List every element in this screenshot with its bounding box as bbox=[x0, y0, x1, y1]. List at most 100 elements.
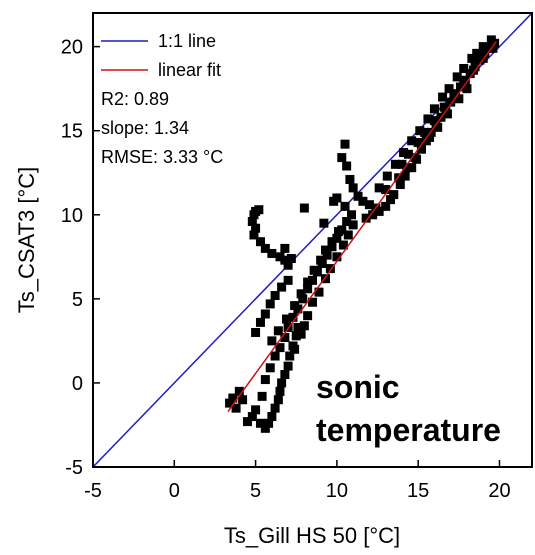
x-tick-label: -5 bbox=[84, 480, 102, 502]
data-point bbox=[334, 227, 344, 237]
data-point bbox=[251, 223, 261, 233]
data-point bbox=[281, 314, 291, 324]
data-point bbox=[364, 200, 374, 210]
x-tick-label: 10 bbox=[326, 480, 348, 502]
data-point bbox=[459, 77, 469, 87]
data-point bbox=[264, 418, 274, 428]
annotation-line-1: sonic bbox=[316, 369, 400, 405]
y-tick-label: 5 bbox=[72, 289, 83, 311]
data-point bbox=[270, 351, 280, 361]
data-point bbox=[402, 163, 412, 173]
data-point bbox=[267, 412, 277, 422]
data-point bbox=[353, 191, 363, 201]
data-point bbox=[400, 171, 410, 181]
data-point bbox=[413, 137, 423, 147]
data-point bbox=[488, 43, 498, 53]
data-point bbox=[327, 242, 337, 252]
data-point bbox=[389, 190, 399, 200]
data-point bbox=[332, 252, 342, 262]
data-point bbox=[394, 173, 404, 183]
data-point bbox=[325, 264, 335, 274]
data-point bbox=[407, 163, 417, 173]
data-point bbox=[290, 344, 300, 354]
data-point bbox=[291, 331, 301, 341]
data-point bbox=[399, 148, 409, 158]
data-point bbox=[446, 97, 456, 107]
y-tick-label: 20 bbox=[61, 37, 83, 59]
data-point bbox=[345, 174, 355, 184]
data-point bbox=[257, 391, 267, 401]
data-point bbox=[395, 180, 405, 190]
data-point bbox=[270, 290, 280, 300]
data-point bbox=[342, 161, 352, 171]
data-point bbox=[361, 213, 371, 223]
data-point bbox=[249, 230, 259, 240]
data-point bbox=[303, 311, 313, 321]
data-point bbox=[242, 417, 252, 427]
data-point bbox=[285, 351, 295, 361]
data-point bbox=[429, 104, 439, 114]
data-point bbox=[277, 282, 287, 292]
data-point bbox=[275, 252, 285, 262]
data-point bbox=[478, 42, 488, 52]
data-point bbox=[382, 171, 392, 181]
data-point bbox=[267, 336, 277, 346]
data-point bbox=[480, 48, 490, 58]
data-point bbox=[342, 217, 352, 227]
data-point bbox=[251, 405, 261, 415]
data-point bbox=[321, 245, 331, 255]
y-axis-title: Ts_CSAT3 [°C] bbox=[14, 167, 39, 314]
stats-block: R2: 0.89 slope: 1.34 RMSE: 3.33 °C bbox=[101, 89, 223, 167]
data-point bbox=[280, 255, 290, 265]
data-point bbox=[283, 275, 293, 285]
data-point bbox=[332, 233, 342, 243]
data-point bbox=[358, 196, 368, 206]
data-point bbox=[468, 65, 478, 75]
data-point bbox=[442, 109, 452, 119]
data-point bbox=[275, 386, 285, 396]
data-point bbox=[472, 48, 482, 58]
data-point bbox=[260, 243, 270, 253]
data-point bbox=[438, 92, 448, 102]
x-tick-label: 15 bbox=[407, 480, 429, 502]
data-point bbox=[234, 386, 244, 396]
plot-frame bbox=[92, 12, 533, 468]
data-point bbox=[338, 240, 348, 250]
data-point bbox=[299, 203, 309, 213]
data-point bbox=[293, 322, 303, 332]
data-point bbox=[247, 217, 257, 227]
data-point bbox=[247, 412, 257, 422]
data-point bbox=[316, 255, 326, 265]
data-point bbox=[314, 287, 324, 297]
data-point bbox=[319, 218, 329, 228]
data-point bbox=[343, 230, 353, 240]
data-point bbox=[283, 361, 293, 371]
data-point bbox=[381, 201, 391, 211]
data-point bbox=[444, 84, 454, 94]
data-point bbox=[374, 183, 384, 193]
data-point bbox=[308, 275, 317, 285]
data-point bbox=[280, 370, 290, 380]
data-point bbox=[288, 312, 298, 322]
data-point bbox=[455, 82, 465, 92]
stat-slope: slope: 1.34 bbox=[101, 118, 189, 138]
legend-label-linear-fit: linear fit bbox=[158, 60, 221, 80]
data-point bbox=[416, 143, 426, 153]
data-point bbox=[397, 159, 407, 169]
data-point bbox=[296, 329, 306, 339]
annotation: sonic temperature bbox=[316, 369, 501, 448]
data-point bbox=[340, 139, 350, 149]
data-point bbox=[386, 195, 396, 205]
data-point bbox=[290, 301, 300, 311]
y-tick-label: 15 bbox=[61, 121, 83, 143]
data-point bbox=[225, 398, 235, 408]
data-point bbox=[423, 114, 433, 124]
data-point bbox=[260, 423, 270, 433]
data-point bbox=[228, 393, 238, 403]
data-point bbox=[454, 94, 464, 104]
data-point bbox=[381, 185, 391, 195]
data-point bbox=[368, 210, 378, 220]
data-point bbox=[303, 277, 313, 287]
data-point bbox=[429, 116, 439, 126]
data-point bbox=[273, 395, 283, 405]
